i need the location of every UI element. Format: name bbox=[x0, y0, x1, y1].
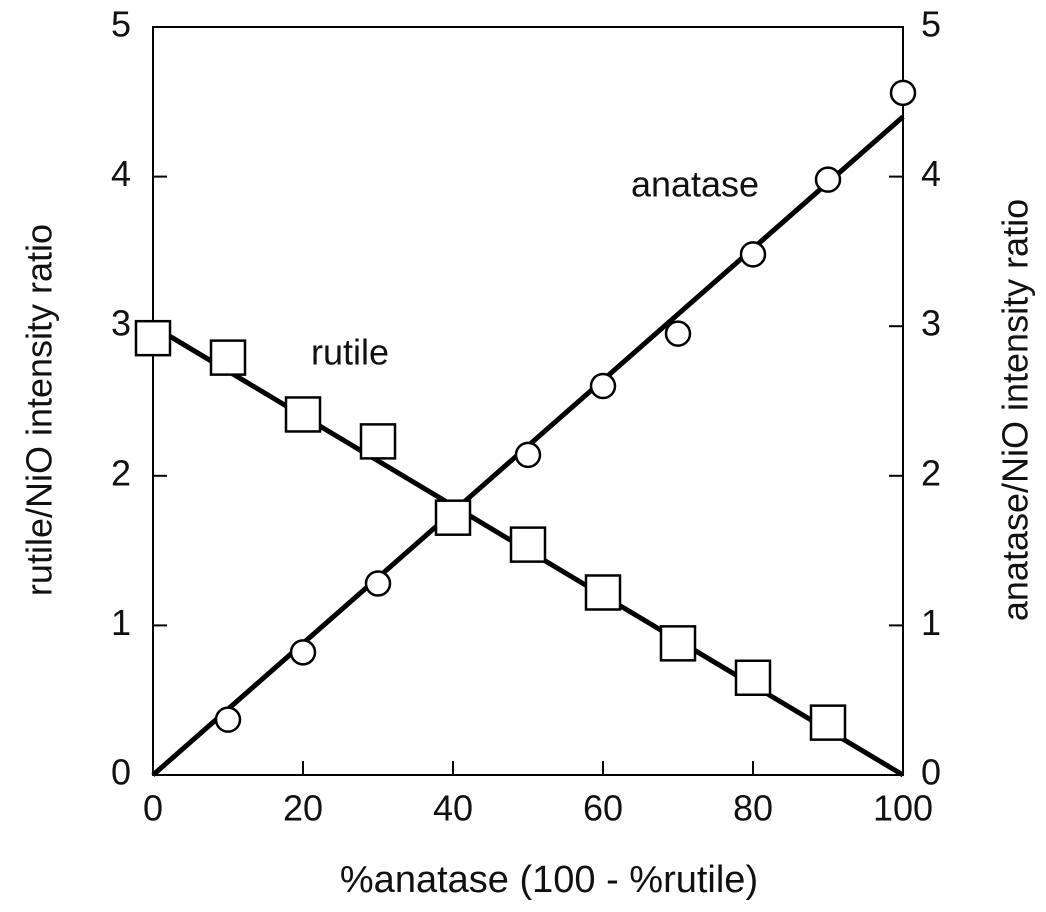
square-marker bbox=[659, 625, 697, 662]
x-tick-label: 0 bbox=[143, 788, 163, 829]
square-marker bbox=[509, 526, 547, 563]
x-axis-label: %anatase (100 - %rutile) bbox=[340, 859, 758, 901]
circle-marker bbox=[664, 320, 692, 347]
square-marker bbox=[209, 339, 247, 376]
series-label: anatase bbox=[631, 164, 759, 205]
x-tick-label: 100 bbox=[873, 788, 933, 829]
square-marker bbox=[809, 704, 847, 741]
square-marker bbox=[359, 423, 397, 460]
circle-marker bbox=[814, 166, 842, 193]
y2-tick-label: 2 bbox=[921, 452, 941, 493]
x-tick-label: 80 bbox=[733, 788, 773, 829]
square-marker bbox=[584, 574, 622, 611]
y-tick-label: 2 bbox=[111, 452, 131, 493]
y2-tick-label: 3 bbox=[921, 303, 941, 344]
square-marker bbox=[734, 659, 772, 697]
y2-axis-label: anatase/NiO intensity ratio bbox=[995, 199, 1036, 621]
y-tick-label: 1 bbox=[111, 602, 131, 643]
series-label: rutile bbox=[311, 332, 389, 373]
square-marker bbox=[284, 396, 322, 433]
square-marker bbox=[434, 499, 472, 536]
square-marker bbox=[134, 319, 172, 357]
circle-marker bbox=[589, 372, 617, 400]
y-tick-label: 3 bbox=[111, 303, 131, 344]
plot-frame bbox=[152, 26, 904, 776]
circle-marker bbox=[364, 570, 392, 597]
circle-marker bbox=[739, 241, 767, 268]
y2-tick-label: 5 bbox=[921, 4, 941, 45]
x-tick-label: 20 bbox=[283, 788, 323, 829]
y-tick-label: 0 bbox=[111, 752, 131, 793]
x-tick-label: 40 bbox=[433, 788, 473, 829]
y-axis-label: rutile/NiO intensity ratio bbox=[19, 224, 60, 596]
y-tick-label: 4 bbox=[111, 153, 131, 194]
circle-marker bbox=[889, 79, 917, 107]
y-tick-label: 5 bbox=[111, 4, 131, 45]
x-tick-label: 60 bbox=[583, 788, 623, 829]
y2-tick-label: 4 bbox=[921, 153, 941, 194]
y2-tick-label: 0 bbox=[921, 752, 941, 793]
circle-marker bbox=[514, 441, 542, 469]
circle-marker bbox=[289, 639, 317, 666]
circle-marker bbox=[214, 706, 242, 733]
y2-tick-label: 1 bbox=[921, 602, 941, 643]
